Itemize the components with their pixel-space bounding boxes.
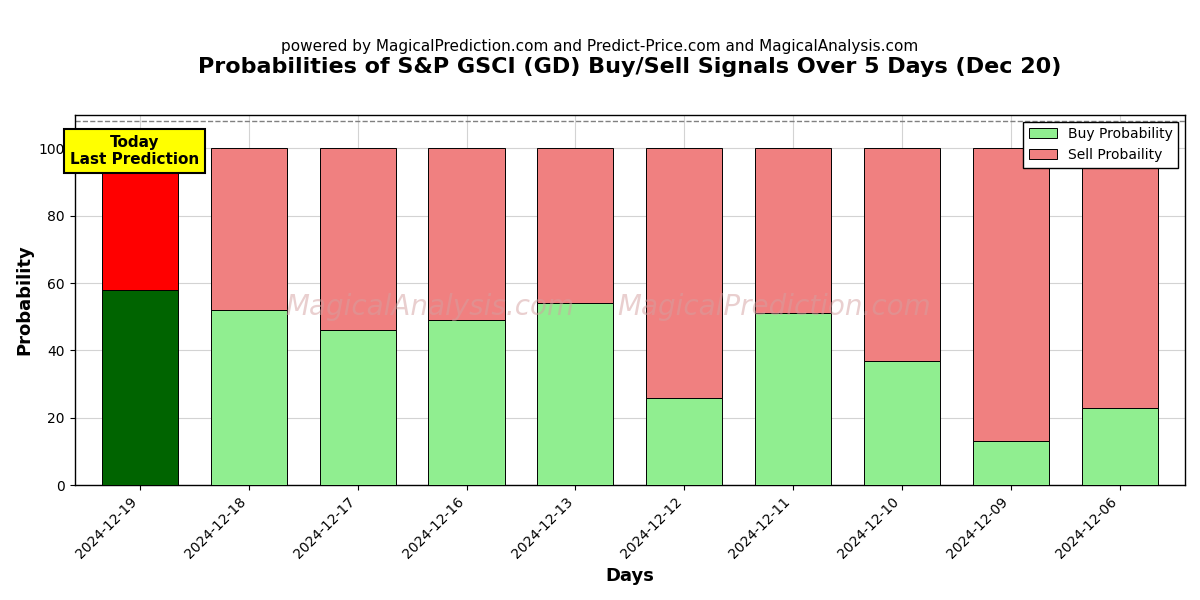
Bar <box>428 148 505 320</box>
Text: Today
Last Prediction: Today Last Prediction <box>70 135 199 167</box>
Y-axis label: Probability: Probability <box>16 245 34 355</box>
Text: MagicalPrediction.com: MagicalPrediction.com <box>617 293 931 322</box>
Bar <box>102 148 178 290</box>
Bar <box>864 361 940 485</box>
Bar <box>755 148 832 313</box>
Bar <box>646 148 722 398</box>
Bar <box>1081 407 1158 485</box>
Bar <box>973 442 1049 485</box>
Bar <box>211 310 287 485</box>
Bar <box>538 303 613 485</box>
Bar <box>102 290 178 485</box>
Bar <box>1081 148 1158 407</box>
Bar <box>319 148 396 330</box>
X-axis label: Days: Days <box>605 567 654 585</box>
Text: MagicalAnalysis.com: MagicalAnalysis.com <box>286 293 575 322</box>
Bar <box>428 320 505 485</box>
Bar <box>864 148 940 361</box>
Text: powered by MagicalPrediction.com and Predict-Price.com and MagicalAnalysis.com: powered by MagicalPrediction.com and Pre… <box>281 39 919 54</box>
Bar <box>319 330 396 485</box>
Bar <box>973 148 1049 442</box>
Bar <box>755 313 832 485</box>
Bar <box>538 148 613 303</box>
Bar <box>646 398 722 485</box>
Legend: Buy Probability, Sell Probaility: Buy Probability, Sell Probaility <box>1024 122 1178 167</box>
Title: Probabilities of S&P GSCI (GD) Buy/Sell Signals Over 5 Days (Dec 20): Probabilities of S&P GSCI (GD) Buy/Sell … <box>198 57 1062 77</box>
Bar <box>211 148 287 310</box>
